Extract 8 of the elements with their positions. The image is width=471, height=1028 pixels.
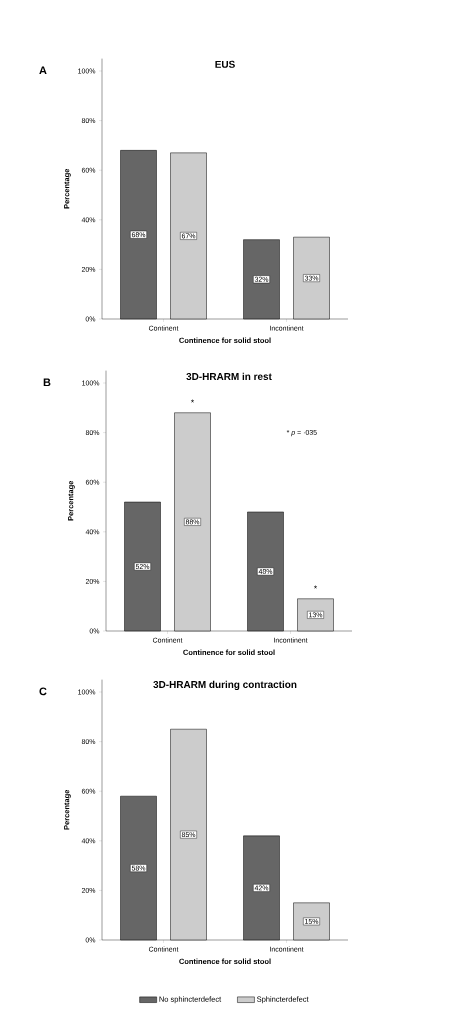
text: A	[39, 66, 47, 75]
annotation: *	[313, 585, 318, 589]
chart-title: 3D-HRARM in rest	[186, 372, 272, 381]
annotation: *	[190, 399, 195, 403]
text: C	[39, 687, 47, 696]
chart-title: EUS	[215, 60, 235, 68]
chart-title: 3D-HRARM during contraction	[153, 680, 297, 691]
text: B	[43, 378, 51, 387]
